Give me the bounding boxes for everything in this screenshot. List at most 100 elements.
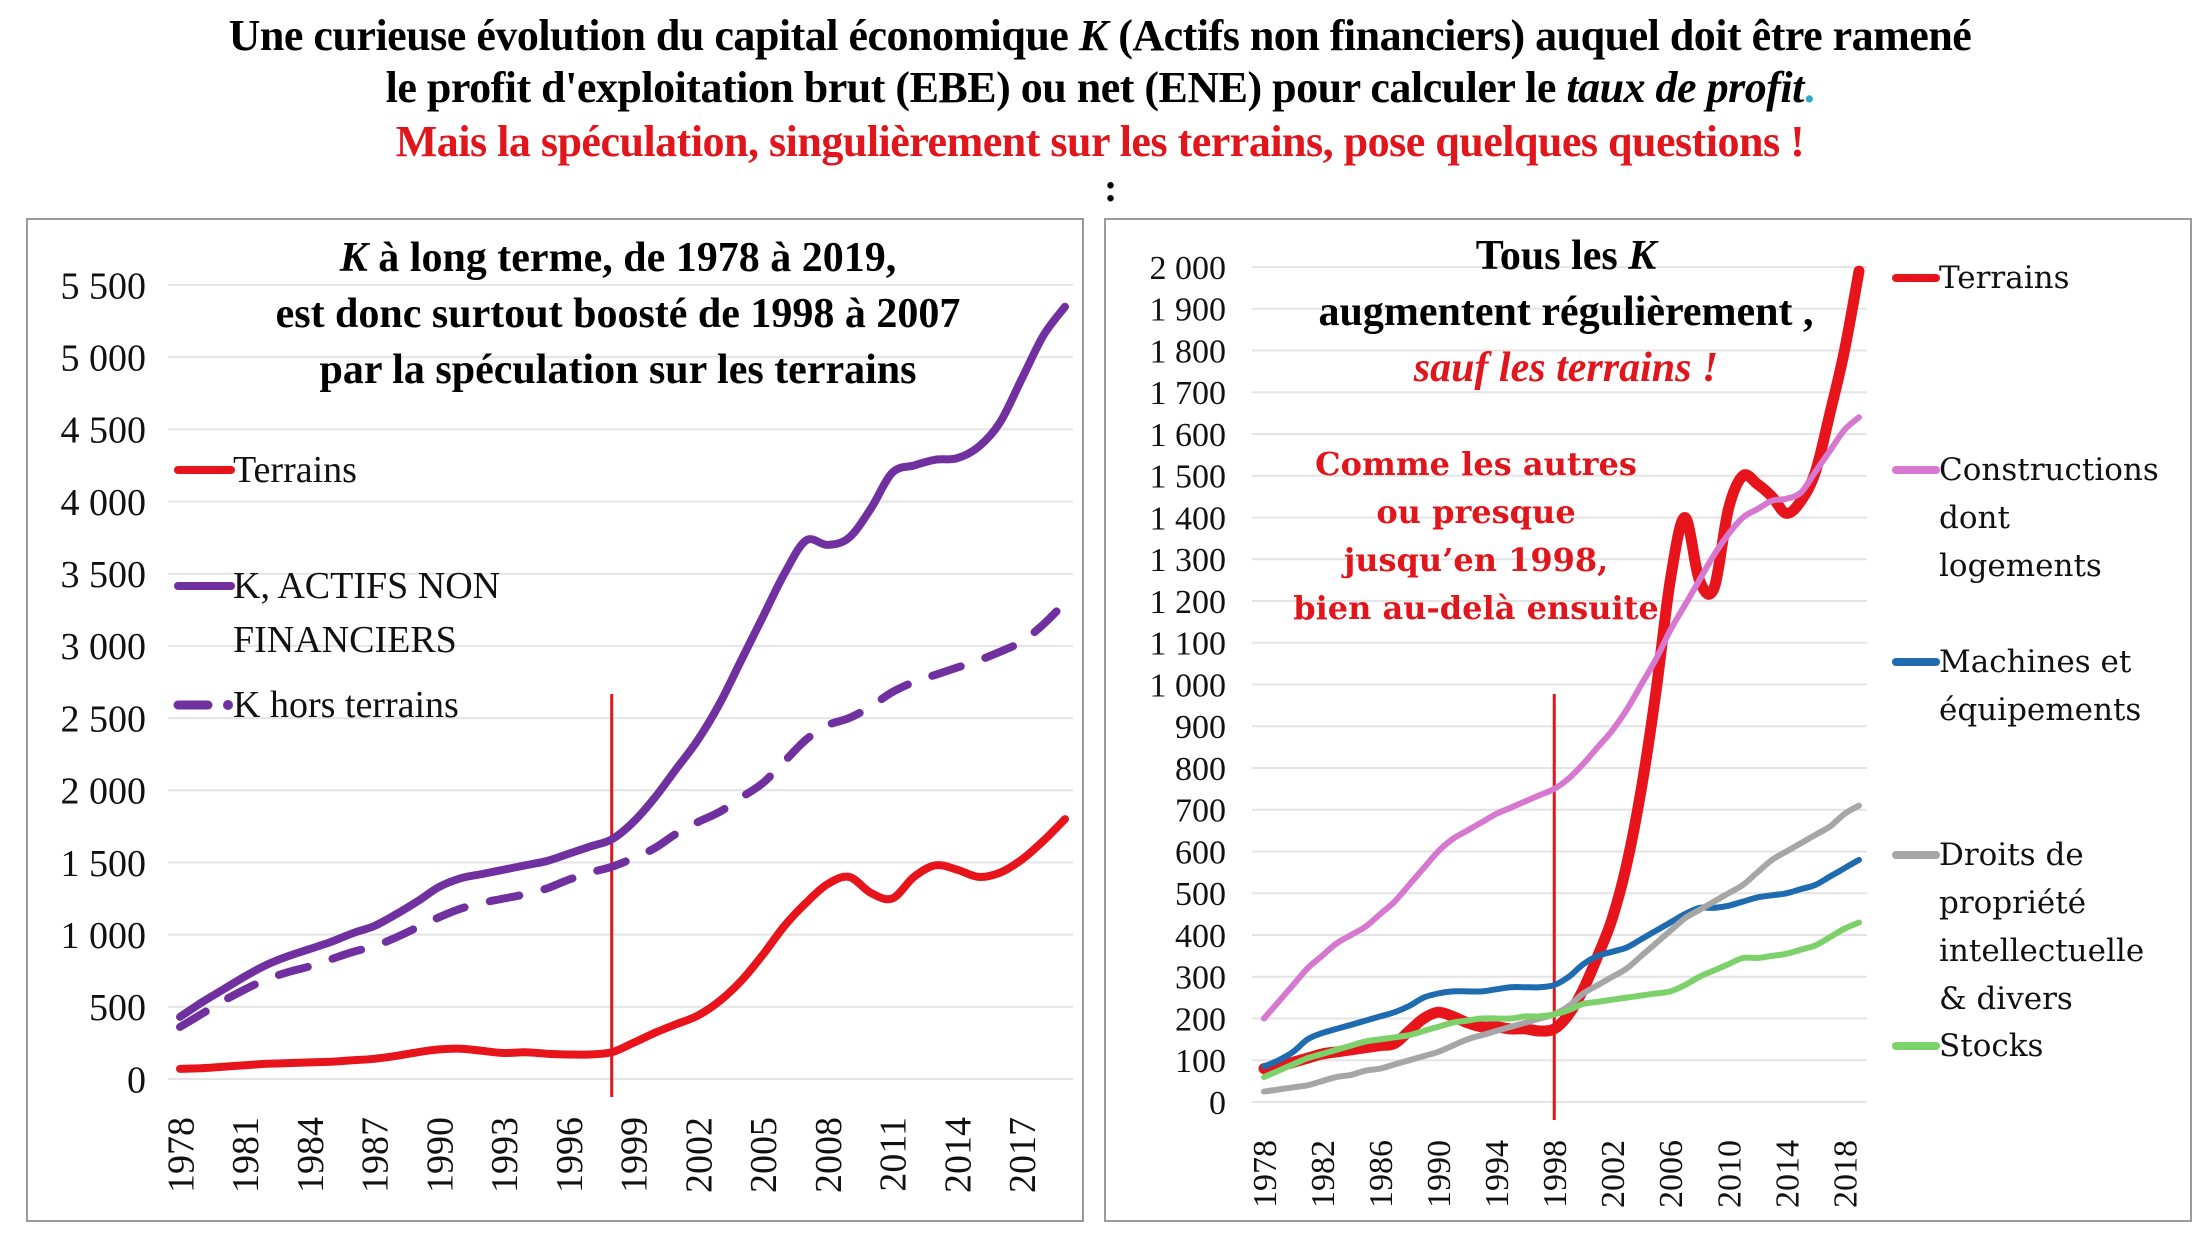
y-tick-label: 1 800 [1150, 333, 1227, 370]
y-tick-label: 1 000 [1150, 667, 1227, 704]
annotation-line-1: Comme les autres [1315, 445, 1637, 483]
x-tick-label: 2018 [1827, 1140, 1864, 1208]
x-tick-label: 1978 [160, 1117, 202, 1193]
title-k-symbol: K [1628, 233, 1657, 279]
y-tick-label: 2 000 [61, 771, 147, 813]
legend-label: Terrains [233, 449, 357, 491]
y-tick-label: 0 [1209, 1085, 1226, 1122]
x-tick-label: 1981 [225, 1117, 267, 1193]
legend-label: Constructions [1939, 452, 2159, 488]
y-axis-tick-labels: 0 500 1 000 1 500 2 000 2 500 3 000 3 500 4 000 4… [61, 265, 147, 1101]
chart-right-title-line-1: Tous les K [1256, 228, 1876, 284]
legend-label: & divers [1939, 981, 2073, 1017]
x-tick-label: 1996 [549, 1117, 591, 1193]
x-tick-label: 2010 [1711, 1140, 1748, 1208]
series-lines [176, 302, 1069, 1073]
chart-left-title-line-3: par la spéculation sur les terrains [319, 347, 917, 393]
x-tick-label: 1982 [1305, 1140, 1342, 1208]
x-tick-label: 2005 [743, 1117, 785, 1193]
headline-line-3-subtitle: Mais la spéculation, singulièrement sur … [395, 117, 1805, 166]
annotation-line-3: jusqu’en 1998, [1343, 541, 1609, 579]
headline-k-symbol: K [1078, 11, 1108, 60]
headline-text-b: (Actifs non financiers) auquel doit être… [1107, 11, 1972, 60]
legend-item: Constructions dont logements [1892, 452, 2159, 584]
x-tick-label: 1993 [484, 1117, 526, 1193]
x-tick-label: 2011 [873, 1117, 915, 1192]
x-tick-label: 2014 [937, 1117, 979, 1193]
y-tick-label: 1 700 [1150, 375, 1227, 412]
y-tick-label: 700 [1175, 793, 1226, 830]
gridlines [1252, 266, 1867, 1103]
y-tick-label: 3 000 [61, 626, 147, 668]
legend-label: K hors terrains [233, 684, 459, 726]
gridlines [168, 284, 1073, 1080]
legend-label: Terrains [1939, 260, 2070, 296]
legend-item: Machines et équipements [1892, 644, 2141, 728]
chart-panel-right: 0 100 200 300 400 500 600 700 800 900 1 000 1 100 1 … [1104, 218, 2192, 1222]
y-tick-label: 600 [1175, 834, 1226, 871]
chart-right-annotation: Comme les autres ou presque jusqu’en 199… [1246, 440, 1706, 632]
legend-item: Terrains [1892, 260, 2070, 296]
x-tick-label: 1984 [290, 1117, 332, 1193]
x-tick-label: 2006 [1653, 1140, 1690, 1208]
y-tick-label: 2 500 [61, 698, 147, 740]
x-tick-label: 1978 [1247, 1140, 1284, 1208]
x-tick-label: 1987 [355, 1117, 397, 1193]
series-line-terrains [176, 815, 1069, 1073]
y-tick-label: 200 [1175, 1001, 1226, 1038]
x-tick-label: 1990 [1421, 1140, 1458, 1208]
series-line-k-actifs-non-financiers [176, 302, 1069, 1021]
x-axis-tick-labels: 1978 1981 1984 1987 1990 1993 1996 1999 2002 2005… [160, 1117, 1044, 1193]
chart-panel-left: 0 500 1 000 1 500 2 000 2 500 3 000 3 500 4 000 4… [26, 218, 1084, 1222]
x-tick-label: 2002 [678, 1117, 720, 1193]
legend-swatch-dot [223, 700, 233, 710]
series-lines [1258, 265, 1865, 1095]
y-tick-label: 1 500 [61, 843, 147, 885]
y-tick-label: 1 900 [1150, 292, 1227, 329]
y-tick-label: 400 [1175, 918, 1226, 955]
legend-label: logements [1939, 548, 2102, 584]
y-tick-label: 100 [1175, 1043, 1226, 1080]
chart-left-title-line-2: est donc surtout boosté de 1998 à 2007 [275, 291, 961, 337]
x-tick-label: 1994 [1479, 1140, 1516, 1208]
legend-item: K hors terrains [173, 684, 459, 726]
legend-label: propriété [1939, 885, 2086, 921]
headline-period: . [1803, 63, 1815, 112]
title-line1-text: à long terme, de 1978 à 2019, [367, 235, 897, 281]
headline-text-c: le profit d'exploitation brut (EBE) ou n… [385, 63, 1567, 112]
legend-label: FINANCIERS [233, 619, 457, 661]
y-tick-label: 300 [1175, 960, 1226, 997]
annotation-line-4: bien au-delà ensuite [1293, 589, 1659, 627]
headline-taux-de-profit: taux de profit [1566, 63, 1804, 112]
headline-text-a: Une curieuse évolution du capital économ… [228, 11, 1079, 60]
y-tick-label: 900 [1175, 709, 1226, 746]
legend-item: K, ACTIFS NON FINANCIERS [174, 565, 500, 661]
series-line-terrains [1258, 265, 1865, 1075]
y-tick-label: 2 000 [1150, 250, 1227, 287]
y-tick-label: 0 [127, 1059, 146, 1101]
series-line-k-hors-terrains [176, 598, 1069, 1031]
headline-line-2: le profit d'exploitation brut (EBE) ou n… [0, 62, 2200, 114]
y-tick-label: 800 [1175, 751, 1226, 788]
legend-label: équipements [1939, 692, 2141, 728]
y-tick-label: 1 300 [1150, 542, 1227, 579]
legend-label: K, ACTIFS NON [233, 565, 500, 607]
x-tick-label: 1998 [1537, 1140, 1574, 1208]
legend-item: Stocks [1892, 1028, 2043, 1064]
x-tick-label: 2014 [1769, 1140, 1806, 1208]
series-line-machines-et-quipements [1261, 856, 1862, 1070]
x-tick-label: 1986 [1363, 1140, 1400, 1208]
legend-item: Terrains [174, 449, 357, 491]
y-tick-label: 1 200 [1150, 584, 1227, 621]
annotation-line-2: ou presque [1376, 493, 1576, 531]
x-tick-label: 1999 [614, 1117, 656, 1193]
chart-right-title: Tous les K augmentent régulièrement , sa… [1256, 228, 1876, 396]
legend-label: Droits de [1939, 837, 2084, 873]
title-k-symbol: K [339, 235, 368, 281]
y-tick-label: 1 500 [1150, 459, 1227, 496]
y-tick-label: 3 500 [61, 554, 147, 596]
y-axis-tick-labels: 0 100 200 300 400 500 600 700 800 900 1 000 1 100 1 … [1150, 250, 1227, 1122]
chart-right-title-line-2: augmentent régulièrement , [1318, 289, 1814, 335]
y-tick-label: 4 500 [61, 410, 147, 452]
legend-right: Terrains Constructions dont logements Machin… [1892, 260, 2159, 1064]
